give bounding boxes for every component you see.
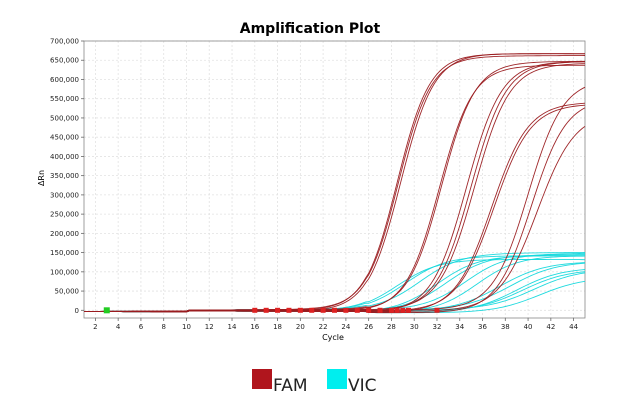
threshold-marker: [394, 307, 400, 313]
threshold-marker: [400, 307, 406, 313]
x-tick-label: 42: [546, 323, 555, 331]
marker-layer: [103, 307, 440, 314]
y-tick-label: 450,000: [50, 134, 79, 142]
fam-curve: [84, 61, 586, 312]
threshold-marker: [320, 307, 326, 313]
threshold-marker: [275, 307, 281, 313]
x-tick-label: 24: [341, 323, 350, 331]
x-tick-label: 38: [501, 323, 510, 331]
legend-label-vic: VIC: [348, 376, 377, 396]
y-tick-label: 150,000: [50, 249, 79, 257]
x-tick-label: 22: [319, 323, 328, 331]
threshold-marker: [252, 307, 258, 313]
y-tick-label: 50,000: [55, 288, 80, 296]
threshold-marker: [366, 307, 372, 313]
x-tick-label: 34: [455, 323, 464, 331]
threshold-marker: [434, 307, 440, 313]
y-tick-label: 700,000: [50, 38, 79, 46]
y-tick-label: 600,000: [50, 76, 79, 84]
legend: FAM VIC: [252, 369, 377, 396]
legend-swatch-fam: [252, 369, 272, 389]
chart-title: Amplification Plot: [240, 21, 381, 37]
y-tick-label: 500,000: [50, 114, 79, 122]
threshold-marker: [406, 307, 412, 313]
fam-curve: [83, 86, 586, 312]
threshold-marker: [263, 307, 269, 313]
vic-curve: [83, 259, 586, 313]
fam-curve: [83, 107, 586, 314]
x-tick-label: 16: [250, 323, 259, 331]
x-tick-label: 36: [478, 323, 487, 331]
y-tick-label: 350,000: [50, 172, 79, 180]
threshold-marker: [309, 307, 315, 313]
vic-curve: [84, 254, 586, 312]
vic-curve: [83, 252, 586, 312]
x-axis-label: Cycle: [322, 333, 344, 342]
threshold-marker: [388, 307, 394, 313]
x-axis-ticks: 2 4 6 8 10 12 14 16 18 20 22 24 26 28 30 32 34 36 38 40 42 44: [93, 318, 579, 331]
legend-label-fam: FAM: [273, 376, 308, 396]
x-tick-label: 8: [161, 323, 165, 331]
baseline-marker: [103, 307, 110, 314]
x-tick-label: 6: [139, 323, 144, 331]
threshold-marker: [286, 307, 292, 313]
x-tick-label: 14: [228, 323, 237, 331]
x-tick-label: 18: [273, 323, 282, 331]
fam-curve: [84, 125, 586, 312]
y-tick-label: 200,000: [50, 230, 79, 238]
fam-curve: [84, 64, 586, 312]
threshold-marker: [354, 307, 360, 313]
legend-swatch-vic: [327, 369, 347, 389]
y-tick-label: 250,000: [50, 211, 79, 219]
y-tick-label: 650,000: [50, 57, 79, 65]
threshold-marker: [297, 307, 303, 313]
y-axis-label: ΔRn: [37, 170, 46, 186]
x-tick-label: 30: [410, 323, 419, 331]
plot-frame: [83, 40, 586, 319]
y-tick-label: 0: [75, 307, 79, 315]
x-tick-label: 28: [387, 323, 396, 331]
y-axis-ticks: 0 50,000 100,000 150,000 200,000 250,000 300,0…: [50, 38, 84, 315]
fam-curve: [83, 63, 586, 312]
y-tick-label: 100,000: [50, 268, 79, 276]
threshold-marker: [343, 307, 349, 313]
threshold-marker: [332, 307, 337, 313]
fam-curve: [83, 61, 586, 313]
x-tick-label: 20: [296, 323, 305, 331]
x-tick-label: 44: [569, 323, 578, 331]
threshold-marker: [377, 307, 383, 313]
x-tick-label: 26: [364, 323, 373, 331]
vic-curve: [83, 252, 586, 312]
x-tick-label: 12: [205, 323, 214, 331]
x-tick-label: 40: [524, 323, 533, 331]
y-tick-label: 550,000: [50, 95, 79, 103]
series-layer: [83, 53, 586, 314]
grid-layer: [84, 40, 585, 318]
x-tick-label: 4: [116, 323, 121, 331]
x-tick-label: 32: [433, 323, 442, 331]
y-tick-label: 300,000: [50, 191, 79, 199]
x-tick-label: 2: [93, 323, 97, 331]
x-tick-label: 10: [182, 323, 191, 331]
y-tick-label: 400,000: [50, 153, 79, 161]
